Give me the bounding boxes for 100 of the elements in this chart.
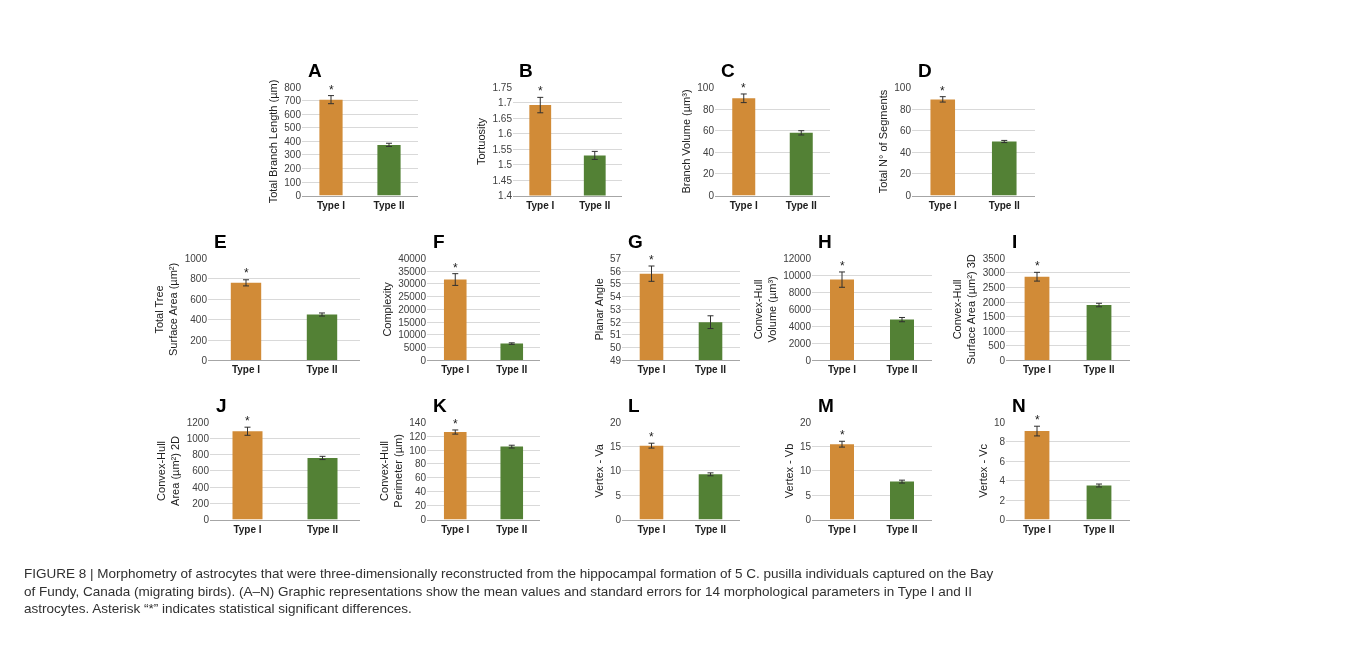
y-tick-label: 400 [190, 314, 208, 326]
x-tick-label: Type II [1083, 523, 1115, 535]
annotation: * [649, 253, 654, 267]
y-tick-label: 80 [702, 103, 715, 115]
y-tick-label: 40000 [398, 252, 427, 264]
y-axis-title: Vertex - Vc [976, 443, 989, 498]
chart-title: M [818, 395, 834, 416]
y-tick-label: 15 [799, 441, 812, 453]
y-tick-label: 8 [999, 436, 1006, 448]
y-tick-label: 0 [805, 354, 812, 366]
y-tick-label: 200 [190, 334, 208, 346]
x-tick-label: Type I [1022, 523, 1052, 535]
y-tick-label: 51 [609, 329, 622, 341]
y-tick-label: 100 [409, 444, 427, 456]
y-tick-label: 57 [609, 252, 622, 264]
y-tick-label: 0 [201, 354, 208, 366]
y-tick-label: 2 [999, 494, 1006, 506]
y-tick-label: 1.6 [498, 128, 513, 140]
chart-title: H [818, 231, 832, 252]
y-tick-label: 5000 [403, 342, 427, 354]
y-tick-label: 200 [284, 163, 302, 174]
x-tick-label: Type I [316, 199, 346, 211]
y-tick-label: 400 [192, 481, 210, 493]
y-tick-label: 5 [805, 489, 812, 501]
y-tick-label: 800 [190, 273, 208, 285]
y-tick-label: 80 [414, 458, 427, 470]
y-tick-label: 4 [999, 475, 1006, 487]
y-tick-label: 10000 [783, 269, 812, 281]
y-tick-label: 500 [284, 122, 302, 134]
y-tick-label: 52 [609, 316, 622, 328]
y-axis-title: Total Branch Length (µm) [266, 79, 279, 204]
y-tick-label: 0 [805, 514, 812, 526]
y-tick-label: 55 [609, 278, 622, 290]
y-tick-label: 3500 [982, 252, 1006, 264]
y-tick-label: 53 [609, 303, 622, 315]
y-tick-label: 10000 [398, 329, 427, 341]
x-tick-label: Type I [526, 199, 555, 211]
y-tick-label: 800 [284, 82, 302, 93]
y-tick-label: 20000 [398, 303, 427, 315]
x-tick-label: Type II [496, 523, 528, 535]
y-tick-label: 1500 [982, 311, 1006, 323]
annotation: * [453, 417, 458, 431]
annotation: * [840, 259, 845, 273]
chart-title: N [1012, 395, 1026, 416]
x-tick-label: Type II [886, 523, 918, 535]
y-tick-label: 0 [905, 190, 912, 202]
y-tick-label: 1.5 [498, 159, 513, 171]
y-tick-label: 35000 [398, 265, 427, 277]
annotation: * [840, 428, 845, 442]
y-axis-title: Complexity [380, 281, 393, 337]
y-tick-label: 2000 [788, 337, 812, 349]
y-tick-label: 700 [284, 95, 302, 107]
y-tick-label: 10 [993, 416, 1006, 428]
y-tick-label: 8000 [788, 286, 812, 298]
x-tick-label: Type II [496, 364, 528, 376]
annotation: * [538, 84, 543, 98]
annotation: * [940, 84, 945, 98]
annotation: * [329, 83, 334, 97]
y-axis-title: Convex-Hull Perimeter (µm) [377, 434, 404, 508]
y-tick-label: 600 [192, 465, 210, 477]
y-tick-label: 20 [899, 168, 912, 180]
annotation: * [245, 414, 250, 428]
x-tick-label: Type I [231, 364, 261, 376]
y-tick-label: 25000 [398, 291, 427, 303]
y-tick-label: 40 [414, 486, 427, 498]
chart-title: G [628, 231, 643, 252]
chart-title: I [1012, 231, 1018, 252]
chart-title: C [721, 60, 735, 81]
y-tick-label: 80 [899, 103, 912, 115]
x-tick-label: Type I [729, 199, 759, 211]
y-tick-label: 15000 [398, 316, 427, 328]
y-tick-label: 0 [295, 190, 302, 202]
y-tick-label: 6000 [788, 303, 812, 315]
y-axis-title: Convex-Hull Volume (µm³) [751, 276, 778, 343]
y-tick-label: 1.7 [498, 97, 513, 109]
annotation: * [649, 430, 654, 444]
x-tick-label: Type II [988, 199, 1020, 211]
y-tick-label: 2000 [982, 296, 1006, 308]
y-tick-label: 20 [702, 168, 715, 180]
y-axis-title: Total Tree Surface Area (µm²) [153, 262, 180, 356]
y-tick-label: 4000 [788, 320, 812, 332]
x-tick-label: Type II [785, 199, 817, 211]
caption: FIGURE 8 | Morphometry of astrocytes that were three-dimensionally reconstructed from the hippocampal formation of 5 C. pusilla individuals captured on the Bay of Fundy, Canada (migrating birds). (A–N) Graphic representations show the mean values and standard errors for 14 morphological parameters in Type I and II astrocytes. Asterisk “*” indicates statistical significant differences. [24, 566, 994, 617]
y-tick-label: 56 [609, 265, 622, 277]
y-tick-label: 300 [284, 149, 302, 161]
y-tick-label: 0 [708, 190, 715, 202]
x-tick-label: Type II [579, 199, 611, 211]
y-tick-label: 500 [988, 340, 1006, 352]
y-tick-label: 12000 [783, 252, 812, 264]
y-tick-label: 100 [697, 82, 715, 93]
y-tick-label: 1000 [982, 325, 1006, 337]
y-tick-label: 54 [609, 291, 622, 303]
y-tick-label: 1.4 [498, 190, 513, 202]
y-tick-label: 140 [409, 416, 427, 428]
y-axis-title: Convex-Hull Surface Area (µm²) 3D [951, 254, 978, 365]
y-tick-label: 20 [609, 416, 622, 428]
y-tick-label: 120 [409, 430, 427, 442]
x-tick-label: Type I [827, 364, 857, 376]
y-tick-label: 1000 [184, 252, 208, 264]
x-tick-label: Type I [827, 523, 857, 535]
